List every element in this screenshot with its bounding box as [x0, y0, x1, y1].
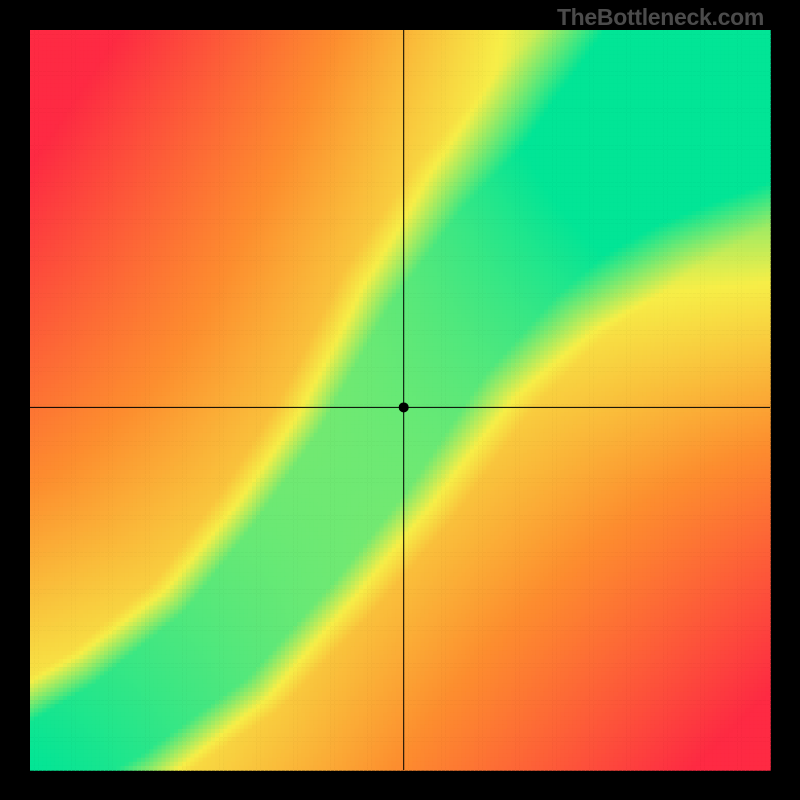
bottleneck-heatmap — [0, 0, 800, 800]
chart-container: { "watermark": { "text": "TheBottleneck.… — [0, 0, 800, 800]
